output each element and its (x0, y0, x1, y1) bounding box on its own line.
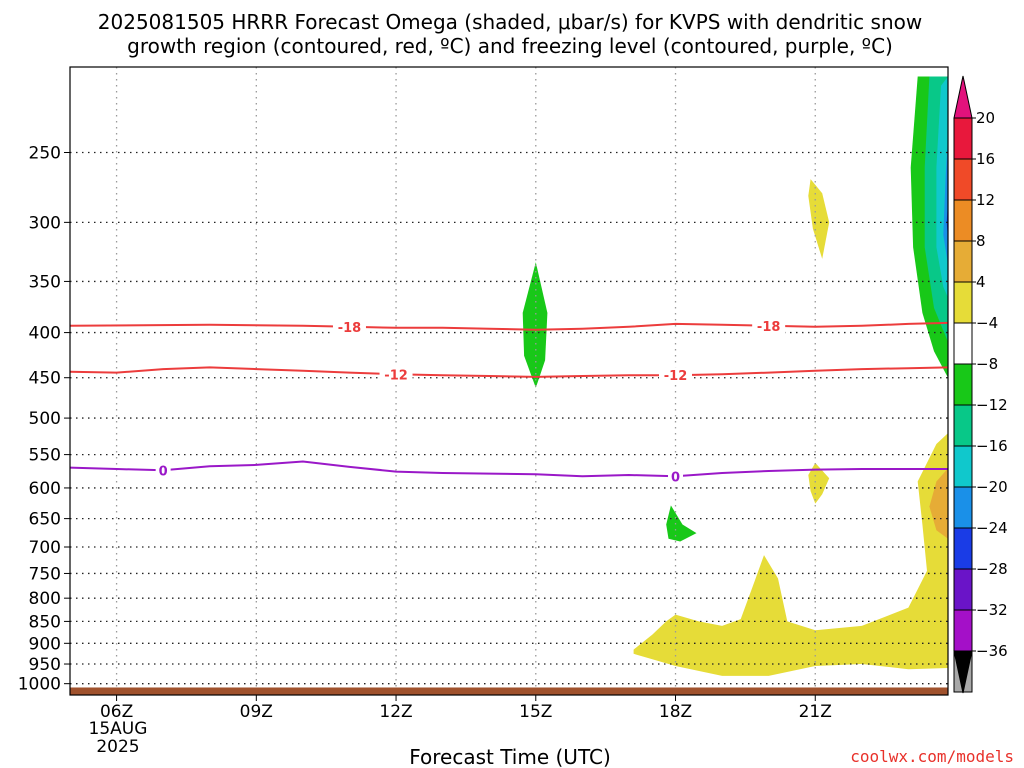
colorbar-over-arrow (953, 75, 973, 119)
y-axis: 2503003504004505005506006507007508008509… (18, 143, 70, 695)
contour-label: -18 (757, 320, 781, 335)
colorbar-label: −24 (976, 519, 1008, 537)
y-tick-label: 550 (29, 446, 61, 466)
contour-label: 0 (671, 470, 680, 485)
colorbar-under-arrow (953, 650, 973, 694)
contour-line (70, 321, 948, 331)
y-tick-label: 900 (29, 634, 61, 654)
chart-title-line-2: growth region (contoured, red, ºC) and f… (127, 34, 893, 58)
colorbar-label: −12 (976, 396, 1008, 414)
colorbar-label: −36 (976, 642, 1008, 660)
x-axis: 06Z 09Z 12Z 15Z 18Z 21Z (100, 695, 832, 722)
plot-layer: -18 -18 -12 -12 0 0 (70, 67, 948, 695)
x-tick-label: 09Z (240, 702, 273, 722)
omega-region (808, 179, 830, 259)
colorbar-segment (953, 486, 973, 529)
colorbar-segment (953, 363, 973, 406)
colorbar-label: 8 (976, 232, 986, 250)
x-tick-label: 18Z (659, 702, 692, 722)
omega-region (943, 136, 948, 265)
colorbar-segment (953, 322, 973, 365)
x-tick-label: 21Z (799, 702, 832, 722)
contour-label: -12 (384, 368, 408, 383)
colorbar-label: −16 (976, 437, 1008, 455)
colorbar-label: 12 (976, 191, 995, 209)
contour-line (70, 366, 948, 378)
colorbar-segment (953, 158, 973, 201)
contour-line (70, 460, 948, 478)
colorbar-label: 4 (976, 273, 986, 291)
colorbar-label: 16 (976, 150, 995, 168)
omega-region (808, 462, 830, 504)
colorbar: 20 16 12 8 4 −4 −8 −12 −16 −20 −24 −28 −32 −36 (953, 75, 1008, 694)
colorbar-segment (953, 527, 973, 570)
contour-label: -18 (338, 321, 362, 336)
contour-label-bg (752, 317, 786, 334)
y-tick-label: 950 (29, 655, 61, 675)
colorbar-label: −8 (976, 355, 998, 373)
colorbar-segment (953, 445, 973, 488)
y-tick-label: 350 (29, 272, 61, 292)
surface-terrain (70, 687, 948, 695)
colorbar-segment (953, 199, 973, 242)
colorbar-segment (953, 117, 973, 160)
colorbar-segment (953, 404, 973, 447)
y-tick-label: 300 (29, 213, 61, 233)
contour-label-bg (332, 318, 366, 335)
y-tick-label: 800 (29, 589, 61, 609)
plot-frame (69, 66, 949, 696)
colorbar-segment (953, 568, 973, 611)
chart-title-line-1: 2025081505 HRRR Forecast Omega (shaded, … (98, 10, 922, 34)
colorbar-label: 20 (976, 109, 995, 127)
y-tick-label: 650 (29, 510, 61, 530)
x-tick-label: 06Z (100, 702, 133, 722)
x-tick-label: 15Z (519, 702, 552, 722)
colorbar-label: −32 (976, 601, 1008, 619)
colorbar-segment (953, 240, 973, 283)
credit-text: coolwx.com/models (850, 747, 1014, 766)
omega-region (633, 433, 948, 676)
y-tick-label: 600 (29, 479, 61, 499)
y-tick-label: 1000 (18, 675, 61, 695)
y-tick-label: 400 (29, 324, 61, 344)
colorbar-label: −20 (976, 478, 1008, 496)
contour-label-bg (379, 366, 413, 383)
x-axis-date-line-2: 2025 (96, 737, 139, 757)
y-tick-label: 750 (29, 564, 61, 584)
contour-label-bg (155, 462, 171, 479)
y-tick-label: 450 (29, 369, 61, 389)
omega-region (666, 505, 697, 542)
colorbar-label: −28 (976, 560, 1008, 578)
y-tick-label: 700 (29, 538, 61, 558)
contour-label: -12 (664, 369, 688, 384)
omega-region (522, 262, 548, 388)
y-tick-label: 850 (29, 612, 61, 632)
x-tick-label: 12Z (379, 702, 412, 722)
x-axis-date-line-1: 15AUG (89, 719, 148, 739)
colorbar-label: −4 (976, 314, 998, 332)
y-tick-label: 250 (29, 143, 61, 163)
contour-label-bg (659, 367, 693, 384)
y-tick-label: 500 (29, 409, 61, 429)
contour-label-bg (668, 468, 684, 485)
x-axis-label: Forecast Time (UTC) (409, 745, 611, 768)
colorbar-segment (953, 609, 973, 652)
omega-region (929, 468, 948, 539)
plot-area: -18 -18 -12 -12 0 0 (69, 66, 949, 696)
contour-label: 0 (159, 464, 168, 479)
colorbar-segment (953, 281, 973, 324)
